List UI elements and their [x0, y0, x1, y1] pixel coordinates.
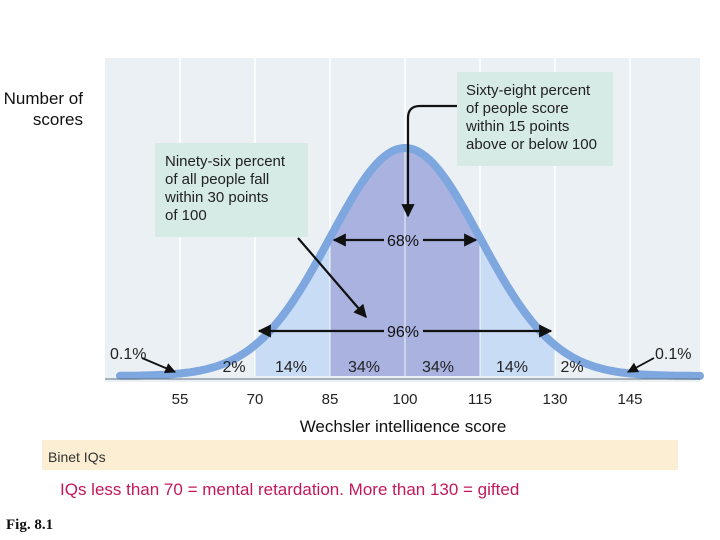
annotation-96-arrow [297, 237, 367, 319]
tail-percent-label-right: 0.1% [655, 346, 691, 363]
binet-label: Binet IQs [48, 449, 106, 465]
chart-caption: IQs less than 70 = mental retardation. M… [60, 480, 520, 499]
x-tick-label: 130 [542, 391, 567, 408]
annotation-68-line: Sixty-eight percent [466, 82, 591, 99]
band-percent-label: 34% [422, 359, 454, 376]
x-axis-title: Wechsler intelligence score [300, 417, 507, 436]
band-percent-label: 14% [275, 359, 307, 376]
binet-strip-cover [42, 432, 678, 440]
annotation-box-96 [155, 143, 308, 237]
annotation-96-line: of all people fall [165, 171, 269, 188]
annotation-96-line: of 100 [165, 207, 207, 224]
y-axis-title-line1: Number of [4, 89, 84, 108]
band-percent-label: 2% [222, 359, 245, 376]
annotation-68-arrow [401, 104, 457, 218]
annotation-68-line: within 15 points [465, 118, 569, 135]
tail-arrow-right [627, 357, 655, 373]
x-tick-label: 55 [172, 391, 189, 408]
figure-label: Fig. 8.1 [6, 517, 54, 533]
annotation-box-68 [457, 72, 613, 166]
band-percent-label: 14% [496, 359, 528, 376]
binet-strip [42, 438, 678, 470]
annotation-68-line: above or below 100 [466, 136, 597, 153]
range-label-96: 96% [387, 324, 419, 341]
annotation-96-line: within 30 points [164, 189, 268, 206]
annotation-68-line: of people score [466, 100, 569, 117]
x-tick-label: 100 [392, 391, 417, 408]
range-label-68: 68% [387, 233, 419, 250]
x-tick-label: 115 [468, 391, 492, 408]
x-tick-label: 70 [247, 391, 264, 408]
bell-curve [116, 143, 704, 380]
x-tick-label: 145 [617, 391, 642, 408]
annotation-96-line: Ninety-six percent [165, 153, 286, 170]
tail-percent-label-left: 0.1% [110, 346, 146, 363]
tail-arrow-left [141, 357, 176, 374]
band-percent-label: 34% [348, 359, 380, 376]
band-percent-label: 2% [560, 359, 583, 376]
y-axis-title-line2: scores [33, 110, 83, 129]
x-tick-label: 85 [322, 391, 339, 408]
